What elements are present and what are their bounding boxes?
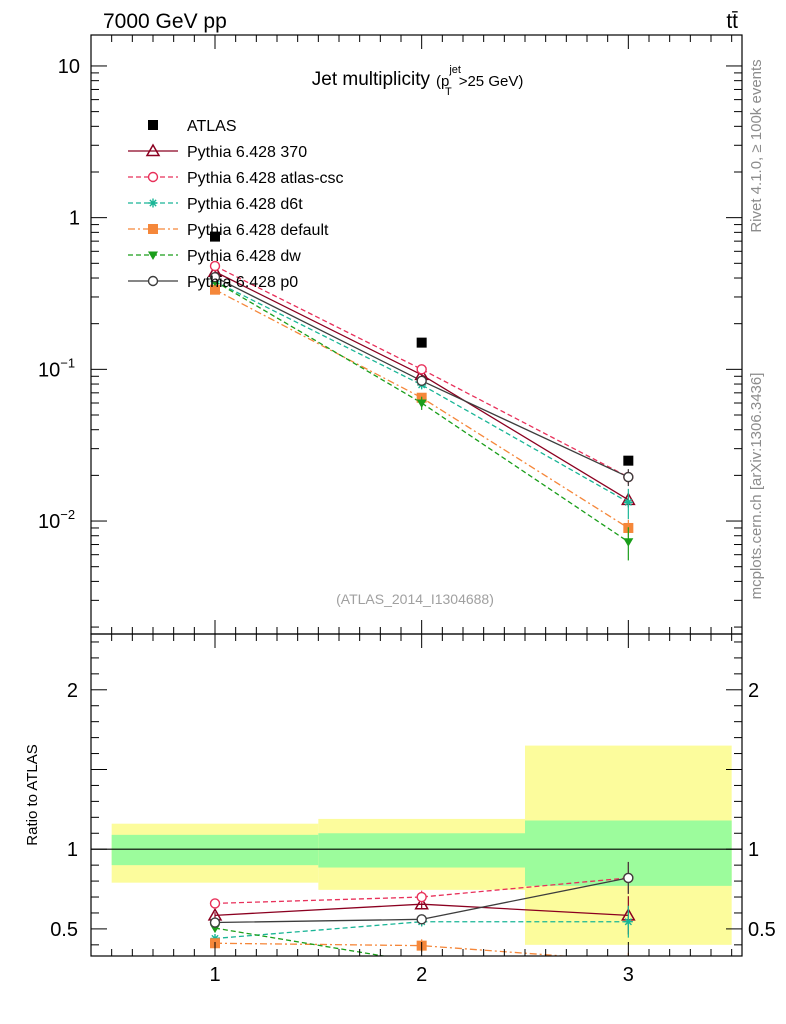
data-point-atlas-3 <box>623 455 634 466</box>
legend-label-atlas: ATLAS <box>187 118 237 135</box>
y-tick-label-1: 1 <box>69 208 80 230</box>
data-point-pythia-p0-3 <box>623 471 634 483</box>
rivet-version-label: Rivet 4.1.0, ≥ 100k events <box>748 59 765 232</box>
mcplots-label: mcplots.cern.ch [arXiv:1306.3436] <box>748 373 765 600</box>
ratio-point-pythia-p0-1 <box>209 917 221 928</box>
uncertainty-band-inner-1 <box>111 834 319 866</box>
y-tick-label-10: 10 <box>58 56 80 78</box>
legend-marker-pythia-default <box>148 224 158 234</box>
data-point-pythia-dw-3 <box>623 538 634 547</box>
chart-title-suffix: (pjet T>25 GeV) <box>436 64 523 98</box>
data-point-pythia-p0-2 <box>416 375 427 387</box>
ratio-line-pythia-d6t <box>214 921 629 940</box>
ratio-point-pythia-atlas-csc-2 <box>416 891 427 903</box>
data-point-pythia-p0-1 <box>209 271 221 283</box>
data-point-atlas-1 <box>210 231 220 242</box>
data-point-pythia-dw-2 <box>416 399 427 408</box>
x-tick-label-2: 2 <box>416 964 427 986</box>
ratio-y-tick-label-right-2: 2 <box>748 680 759 702</box>
ratio-y-tick-label-right-0.5: 0.5 <box>748 919 776 941</box>
ratio-point-pythia-atlas-csc-1 <box>209 898 221 909</box>
header-right-label: tt̄ <box>726 10 738 33</box>
legend-marker-pythia-p0 <box>147 275 159 287</box>
header-left-label: 7000 GeV pp <box>103 10 227 33</box>
legend-label-pythia-default: Pythia 6.428 default <box>187 222 329 239</box>
ratio-point-pythia-d6t-3 <box>623 917 633 927</box>
y-tick-label-0.01: 10−2 <box>38 507 75 533</box>
series-line-pythia-default <box>214 289 629 529</box>
ratio-y-tick-label-left-2: 2 <box>67 680 78 702</box>
uncertainty-band-inner-2 <box>318 833 525 868</box>
y-tick-label-exponent: −1 <box>60 355 75 370</box>
ratio-plot-frame <box>90 633 743 957</box>
y-tick-label-base: 1 <box>69 208 80 230</box>
chart-title: Jet multiplicity <box>312 69 431 90</box>
legend-label-pythia-p0: Pythia 6.428 p0 <box>187 274 298 291</box>
ratio-y-axis-label: Ratio to ATLAS <box>24 744 41 845</box>
y-tick-label-0.1: 10−1 <box>38 355 75 381</box>
ratio-y-tick-label-right-1: 1 <box>748 839 759 861</box>
data-point-pythia-atlas-csc-1 <box>209 260 221 272</box>
legend-marker-atlas <box>148 120 158 130</box>
legend-marker-pythia-d6t <box>148 198 158 208</box>
legend-marker-pythia-dw <box>148 251 158 260</box>
legend-label-pythia-dw: Pythia 6.428 dw <box>187 248 301 265</box>
ratio-point-pythia-370-2 <box>414 896 429 910</box>
y-tick-label-base: 10 <box>58 56 80 78</box>
legend-marker-pythia-370 <box>145 143 161 157</box>
ratio-point-pythia-p0-2 <box>416 914 427 925</box>
data-point-pythia-default-1 <box>210 284 220 295</box>
analysis-watermark: (ATLAS_2014_I1304688) <box>336 591 494 607</box>
x-tick-label-1: 1 <box>209 964 220 986</box>
legend-label-pythia-d6t: Pythia 6.428 d6t <box>187 196 303 213</box>
data-point-atlas-2 <box>416 337 427 348</box>
x-tick-label-3: 3 <box>623 964 634 986</box>
data-point-pythia-d6t-3 <box>623 497 633 507</box>
series-line-pythia-dw <box>214 280 629 543</box>
legend-marker-pythia-atlas-csc <box>147 171 159 183</box>
ratio-panel: 0.5 0.5 1 1 2 2 1 2 3 Ratio to ATLAS <box>24 633 776 986</box>
ratio-y-tick-label-left-1: 1 <box>67 839 78 861</box>
series-line-pythia-d6t <box>214 280 629 503</box>
ratio-line-pythia-atlas-csc <box>214 877 629 905</box>
series-line-pythia-atlas-csc <box>214 265 629 478</box>
legend-label-pythia-370: Pythia 6.428 370 <box>187 144 307 161</box>
legend-label-pythia-atlas-csc: Pythia 6.428 atlas-csc <box>187 170 344 187</box>
ratio-point-pythia-p0-3 <box>623 872 634 884</box>
y-tick-label-base: 10 <box>38 359 60 381</box>
y-tick-label-exponent: −2 <box>60 507 75 522</box>
y-tick-label-base: 10 <box>38 511 60 533</box>
ratio-y-tick-label-left-0.5: 0.5 <box>50 919 78 941</box>
data-point-pythia-atlas-csc-2 <box>416 364 427 375</box>
